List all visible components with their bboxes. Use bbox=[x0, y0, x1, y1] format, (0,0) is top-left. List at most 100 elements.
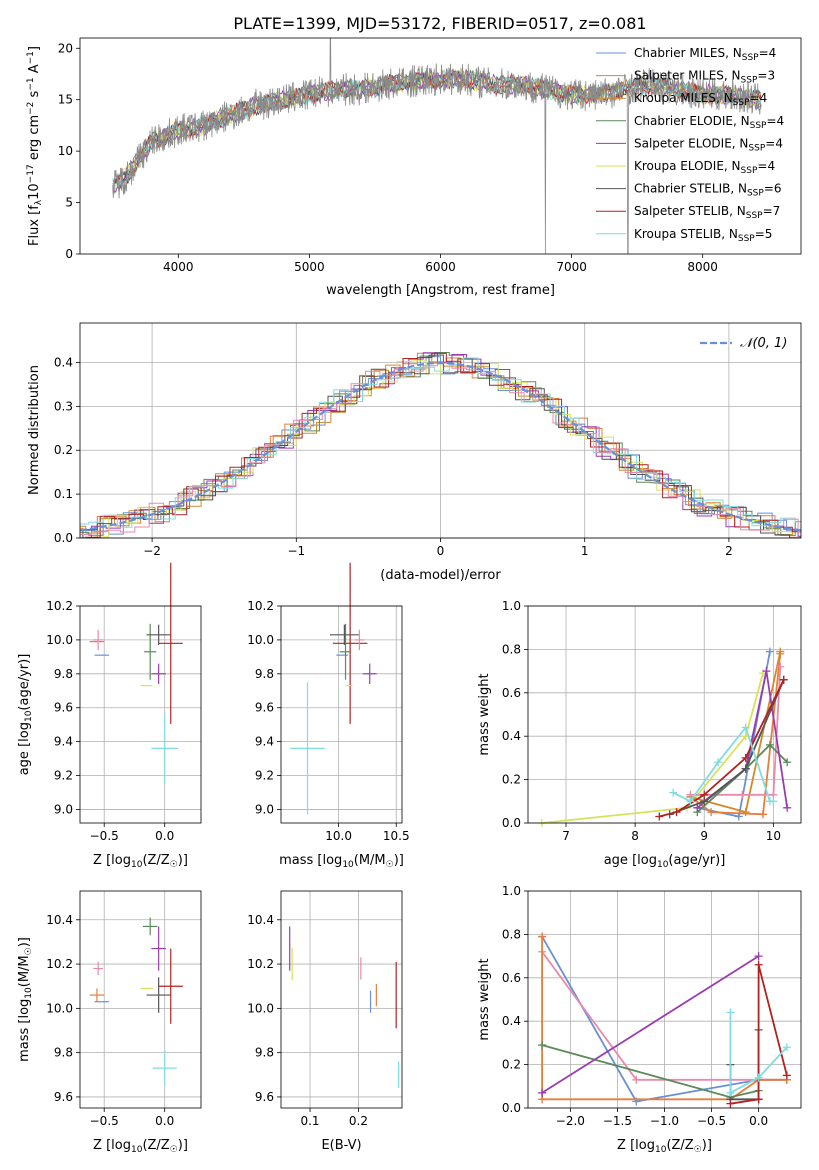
label-part: SSP bbox=[742, 53, 759, 63]
weight-line bbox=[730, 964, 788, 1105]
y-tick-label: 10.0 bbox=[46, 633, 73, 647]
y-tick-label: 0.0 bbox=[54, 531, 73, 545]
y-tick-label: 0.6 bbox=[502, 971, 521, 985]
y-tick-label: 0.8 bbox=[502, 642, 521, 656]
weight-line bbox=[729, 1012, 788, 1095]
error-point bbox=[339, 623, 352, 680]
legend-entry: Chabrier ELODIE, NSSP=4 bbox=[634, 114, 784, 131]
y-tick-label: 5 bbox=[65, 196, 73, 210]
label-part: ☉ bbox=[694, 1145, 702, 1155]
x-tick-label: 0.0 bbox=[749, 1114, 768, 1128]
x-tick-label: 10.5 bbox=[383, 829, 410, 843]
error-point bbox=[146, 977, 171, 1013]
label-part: SSP bbox=[733, 98, 750, 108]
weight-marker bbox=[779, 675, 788, 684]
x-tick-label: 7 bbox=[562, 829, 570, 843]
legend-entry: Kroupa STELIB, NSSP=5 bbox=[634, 227, 772, 244]
label-part: N bbox=[738, 182, 747, 196]
y-tick-label: 9.6 bbox=[255, 1090, 274, 1104]
y-tick-label: 1.0 bbox=[502, 884, 521, 898]
legend-entry: Kroupa MILES, NSSP=4 bbox=[634, 91, 767, 108]
y-tick-label: 0.2 bbox=[502, 1058, 521, 1072]
y-tick-label: 0.4 bbox=[502, 1014, 521, 1028]
y-tick-label: 9.0 bbox=[54, 802, 73, 816]
x-axis-label: age [log10(age/yr)] bbox=[604, 853, 726, 870]
y-axis-label: mass weight bbox=[477, 958, 492, 1040]
spectrum-lines bbox=[112, 38, 762, 254]
y-tick-label: 9.2 bbox=[255, 769, 274, 783]
y-tick-label: 9.8 bbox=[54, 667, 73, 681]
normal-curve bbox=[80, 361, 801, 532]
error-point bbox=[146, 624, 171, 645]
weight-marker bbox=[686, 797, 695, 806]
label-part: 10 bbox=[131, 860, 143, 870]
weight-marker bbox=[693, 803, 702, 812]
y-tick-label: 9.6 bbox=[255, 701, 274, 715]
y-tick-label: 9.6 bbox=[54, 701, 73, 715]
error-point bbox=[329, 624, 359, 645]
y-tick-label: 0 bbox=[65, 247, 73, 261]
x-tick-label: 1 bbox=[581, 544, 589, 558]
label-part: =4 bbox=[765, 136, 783, 150]
y-tick-label: 10.2 bbox=[247, 957, 274, 971]
weight-marker bbox=[538, 1088, 547, 1097]
weight-marker bbox=[782, 1071, 791, 1080]
error-point bbox=[142, 917, 158, 936]
legend-entry: Chabrier MILES, NSSP=4 bbox=[634, 46, 776, 63]
label-part: s bbox=[27, 90, 42, 101]
legend-entry: Kroupa ELODIE, NSSP=4 bbox=[634, 159, 775, 176]
label-part: )] bbox=[394, 853, 404, 868]
label-part: (age/yr)] bbox=[17, 654, 32, 711]
label-part: N bbox=[732, 159, 741, 173]
x-tick-label: 8000 bbox=[687, 260, 718, 274]
histogram-step bbox=[82, 354, 790, 538]
label-part: Kroupa ELODIE, bbox=[634, 159, 732, 173]
x-tick-label: 9 bbox=[700, 829, 708, 843]
label-part: SSP bbox=[747, 189, 764, 199]
weight-marker bbox=[754, 960, 763, 969]
y-tick-label: 0.2 bbox=[502, 773, 521, 787]
error-point bbox=[354, 629, 364, 651]
label-part: age [log bbox=[604, 853, 657, 868]
x-tick-label: 0 bbox=[437, 544, 445, 558]
y-tick-label: 10.2 bbox=[46, 599, 73, 613]
y-tick-label: 0.4 bbox=[502, 729, 521, 743]
histogram-step bbox=[80, 357, 801, 528]
error-point bbox=[158, 948, 183, 1024]
weight-line bbox=[541, 1044, 759, 1099]
label-part: 10 bbox=[655, 1145, 667, 1155]
y-axis-label: Normed distribution bbox=[27, 365, 42, 495]
error-point bbox=[158, 562, 183, 724]
label-part: mass [log bbox=[279, 853, 342, 868]
axes-frame bbox=[79, 890, 202, 1109]
label-part: =7 bbox=[763, 204, 781, 218]
x-tick-label: 2 bbox=[725, 544, 733, 558]
y-tick-label: 0.2 bbox=[54, 443, 73, 457]
label-part: 10 bbox=[24, 710, 34, 722]
age-mass-axes: 10.0 10.5 9.0 9.2 9.4 9.6 9.8 10.0 10.2 mass [log… bbox=[247, 562, 410, 870]
label-part: −1 bbox=[26, 77, 36, 90]
x-tick-label: −1.5 bbox=[603, 1114, 632, 1128]
label-part: Salpeter MILES, bbox=[634, 69, 732, 83]
weight-marker bbox=[714, 758, 723, 767]
label-part: N bbox=[737, 204, 746, 218]
data-spectrum bbox=[112, 38, 762, 254]
legend-entry: Chabrier STELIB, NSSP=6 bbox=[634, 182, 782, 199]
label-part: Chabrier MILES, bbox=[634, 46, 733, 60]
axes-frame bbox=[280, 605, 403, 824]
label-part: )] bbox=[702, 1138, 712, 1153]
weight-marker bbox=[700, 790, 709, 799]
y-tick-label: 20 bbox=[58, 41, 73, 55]
y-tick-label: 10.2 bbox=[46, 957, 73, 971]
weight-marker bbox=[672, 808, 681, 817]
weight-marker bbox=[754, 1095, 763, 1104]
label-part: Z [log bbox=[93, 853, 131, 868]
label-part: Chabrier ELODIE, bbox=[634, 114, 741, 128]
y-tick-label: 0.0 bbox=[502, 816, 521, 830]
weight-marker bbox=[726, 1008, 735, 1017]
legend-entry: 𝒩(0, 1) bbox=[740, 336, 787, 351]
label-part: )] bbox=[178, 853, 188, 868]
legend-entry: Salpeter MILES, NSSP=3 bbox=[634, 69, 775, 86]
histogram-step bbox=[80, 352, 801, 538]
